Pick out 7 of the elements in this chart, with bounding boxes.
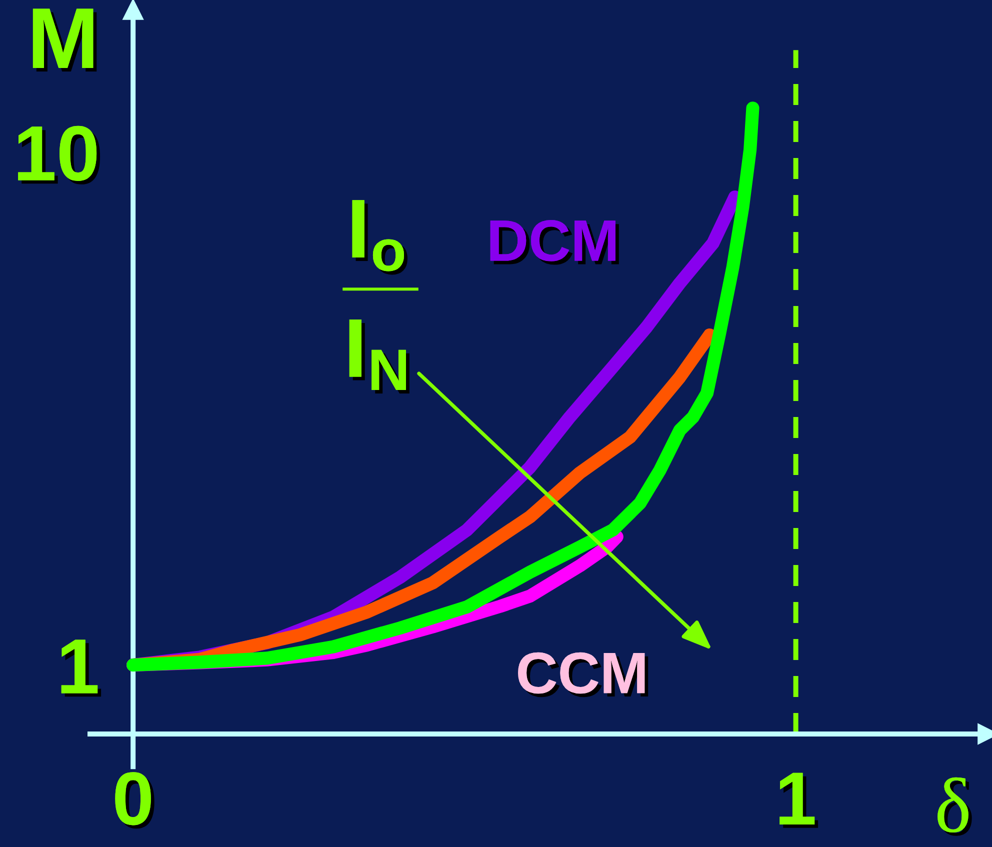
y-tick-label: 10 [18,126,100,184]
series-label: DCM [490,220,619,265]
annotation: I$_{o}$ I$_{N}$ [349,200,410,394]
x-axis-title: δ [938,777,972,836]
annotation: CCM [518,652,648,698]
y-axis-title: M [32,8,97,72]
x-tick-label: 0 [115,772,154,829]
